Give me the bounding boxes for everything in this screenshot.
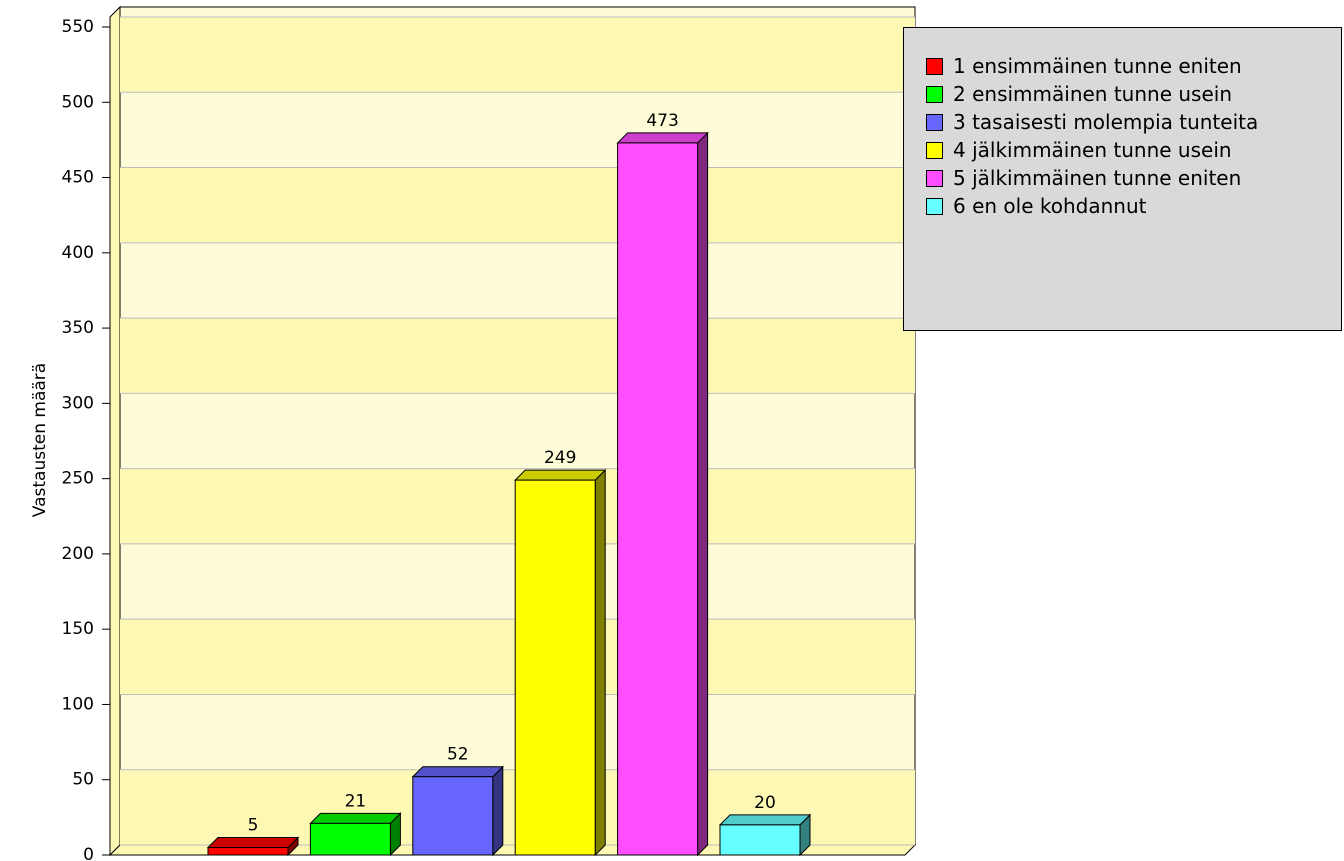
value-label: 5 xyxy=(248,815,259,835)
y-tick-label: 100 xyxy=(62,694,94,714)
legend-swatch xyxy=(926,86,943,103)
legend-item: 6 en ole kohdannut xyxy=(926,192,1341,220)
bar-top xyxy=(718,814,812,826)
y-tick-label: 450 xyxy=(62,168,94,188)
legend-swatch xyxy=(926,114,943,131)
bar xyxy=(309,822,391,856)
legend-label: 1 ensimmäinen tunne eniten xyxy=(953,54,1242,78)
bar-top xyxy=(309,812,402,824)
legend: 1 ensimmäinen tunne eniten 2 ensimmäinen … xyxy=(903,27,1342,331)
bar-top xyxy=(513,469,607,481)
bar-top xyxy=(411,766,505,778)
legend-label: 3 tasaisesti molempia tunteita xyxy=(953,110,1259,134)
y-tick-label: 300 xyxy=(62,393,94,413)
value-label: 473 xyxy=(646,111,678,131)
bar xyxy=(617,142,699,856)
legend-item: 4 jälkimmäinen tunne usein xyxy=(926,136,1341,164)
side-wall xyxy=(109,5,121,857)
legend-item: 3 tasaisesti molempia tunteita xyxy=(926,108,1341,136)
y-tick-label: 150 xyxy=(62,619,94,639)
grid-band xyxy=(120,167,915,243)
y-tick-label: 350 xyxy=(62,318,94,338)
legend-item: 1 ensimmäinen tunne eniten xyxy=(926,52,1341,80)
value-label: 52 xyxy=(447,745,469,765)
legend-swatch xyxy=(926,58,943,75)
value-label: 20 xyxy=(754,793,776,813)
legend-item: 2 ensimmäinen tunne usein xyxy=(926,80,1341,108)
y-tick-label: 550 xyxy=(62,17,94,37)
y-tick-label: 200 xyxy=(62,544,94,564)
y-axis-label: Vastausten määrä xyxy=(30,363,50,517)
bar xyxy=(514,479,596,856)
legend-swatch xyxy=(926,142,943,159)
y-tick-label: 400 xyxy=(62,243,94,263)
bar-top xyxy=(206,836,300,848)
bar xyxy=(412,776,494,856)
legend-label: 6 en ole kohdannut xyxy=(953,194,1147,218)
y-tick-label: 250 xyxy=(62,469,94,489)
bar-side xyxy=(492,765,504,857)
bar-top xyxy=(616,132,709,144)
value-label: 249 xyxy=(544,448,576,468)
legend-item: 5 jälkimmäinen tunne eniten xyxy=(926,164,1341,192)
bar xyxy=(207,846,289,856)
grid-band xyxy=(120,318,915,394)
bar-side xyxy=(697,131,709,857)
legend-label: 2 ensimmäinen tunne usein xyxy=(953,82,1232,106)
legend-swatch xyxy=(926,170,943,187)
legend-label: 5 jälkimmäinen tunne eniten xyxy=(953,166,1242,190)
bar xyxy=(719,824,801,856)
y-tick-label: 50 xyxy=(72,770,94,790)
legend-swatch xyxy=(926,198,943,215)
y-tick-label: 500 xyxy=(62,92,94,112)
y-tick-label: 0 xyxy=(83,845,94,861)
bar-side xyxy=(594,468,606,857)
grid-band xyxy=(120,17,915,93)
value-label: 21 xyxy=(345,791,367,811)
legend-label: 4 jälkimmäinen tunne usein xyxy=(953,138,1232,162)
